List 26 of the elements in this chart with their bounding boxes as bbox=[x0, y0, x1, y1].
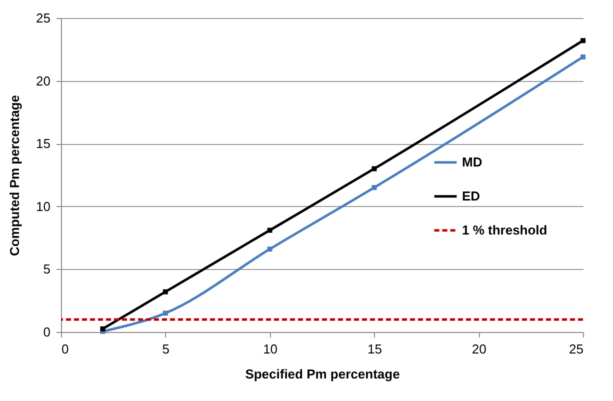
point bbox=[580, 38, 586, 44]
x-tick-label: 15 bbox=[367, 342, 382, 356]
legend-label: ED bbox=[462, 188, 480, 204]
x-tick-label: 20 bbox=[472, 342, 486, 356]
point bbox=[162, 310, 168, 316]
y-tick-label: 10 bbox=[36, 198, 50, 214]
point bbox=[267, 228, 272, 233]
x-tick-label: 10 bbox=[263, 342, 278, 356]
point bbox=[267, 246, 272, 252]
y-tick-label: 0 bbox=[43, 324, 50, 340]
legend-label: MD bbox=[462, 154, 482, 170]
y-tick-label: 20 bbox=[36, 73, 50, 88]
legend-label: 1 % threshold bbox=[462, 222, 548, 238]
point bbox=[372, 185, 377, 190]
y-tick-label: 25 bbox=[36, 10, 50, 26]
x-tick-label: 25 bbox=[569, 342, 584, 356]
point bbox=[162, 289, 168, 294]
y-tick-label: 15 bbox=[36, 136, 50, 152]
x-tick-label: 0 bbox=[62, 342, 69, 356]
x-tick-label: 5 bbox=[162, 342, 170, 356]
point bbox=[372, 166, 377, 172]
y-axis-title: Computed Pm percentage bbox=[7, 94, 22, 256]
point bbox=[100, 326, 106, 332]
point bbox=[580, 54, 586, 60]
y-tick-label: 5 bbox=[43, 262, 50, 277]
x-axis-title: Specified Pm percentage bbox=[245, 366, 400, 382]
